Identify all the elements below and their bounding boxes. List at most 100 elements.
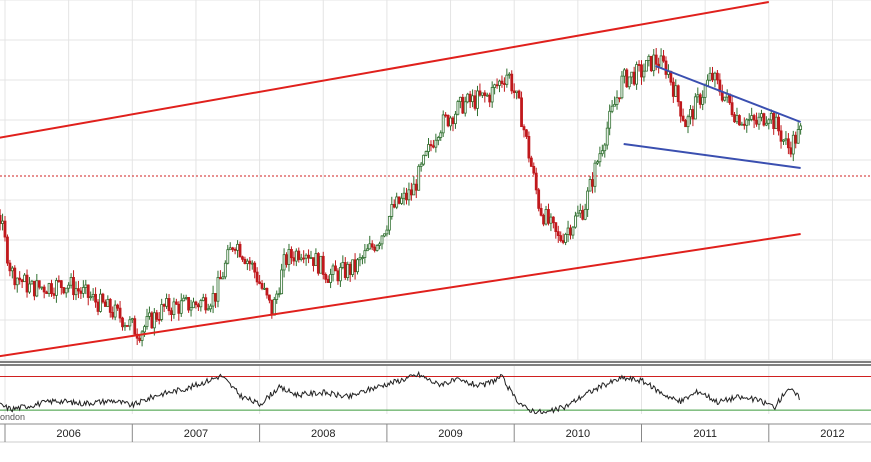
- candle-body: [390, 204, 394, 217]
- candle-body: [507, 73, 511, 76]
- candle-body: [414, 183, 418, 191]
- candle-body: [432, 145, 435, 148]
- candle-body: [480, 92, 484, 96]
- candle-body: [138, 337, 142, 341]
- candle-body: [243, 258, 247, 264]
- candle-body: [287, 249, 291, 265]
- candle-body: [429, 144, 433, 147]
- candle-body: [118, 307, 122, 319]
- candle-body: [174, 301, 178, 305]
- candle-body: [713, 72, 717, 81]
- candle-body: [199, 300, 203, 308]
- candle-body: [113, 304, 117, 318]
- candle-body: [689, 109, 692, 118]
- candle-body: [559, 235, 563, 241]
- candle-body: [495, 84, 499, 87]
- candle-body: [326, 278, 330, 283]
- candle-body: [730, 102, 734, 116]
- candle-body: [209, 305, 213, 310]
- candle-body: [674, 85, 678, 97]
- candle-body: [397, 196, 401, 204]
- candle-body: [329, 274, 332, 283]
- candle-body: [25, 274, 29, 293]
- candle-body: [20, 279, 24, 283]
- candle-body: [67, 284, 71, 289]
- x-tick-label: 2010: [566, 428, 590, 440]
- candle-body: [439, 132, 443, 138]
- candle-body: [167, 298, 171, 312]
- candle-body: [0, 215, 2, 224]
- candle-body: [3, 220, 7, 238]
- candle-body: [253, 262, 257, 273]
- candle-body: [204, 297, 208, 311]
- candle-body: [275, 293, 279, 300]
- x-tick-label: 2007: [184, 428, 208, 440]
- candle-body: [385, 229, 389, 235]
- candle-body: [99, 293, 102, 312]
- candle-body: [226, 249, 230, 264]
- candle-body: [745, 119, 749, 126]
- candle-body: [772, 112, 776, 129]
- candle-body: [228, 247, 232, 251]
- candle-body: [789, 147, 793, 155]
- candle-body: [571, 226, 575, 236]
- candle-body: [422, 154, 426, 165]
- candle-body: [742, 123, 746, 126]
- candle-body: [510, 73, 514, 92]
- candle-body: [8, 262, 12, 272]
- candle-body: [160, 304, 164, 320]
- candle-body: [250, 262, 254, 265]
- candle-body: [458, 96, 462, 102]
- candle-body: [86, 284, 90, 298]
- candle-body: [316, 253, 320, 274]
- candle-body: [133, 318, 137, 335]
- candle-body: [130, 318, 134, 321]
- candle-body: [341, 262, 345, 268]
- candle-body: [290, 249, 293, 259]
- candle-body: [782, 139, 785, 142]
- candle-body: [211, 293, 215, 307]
- candle-body: [182, 297, 186, 302]
- candle-body: [267, 294, 271, 301]
- candle-body: [444, 114, 448, 117]
- candle-body: [419, 163, 423, 167]
- channel-upper-trendline: [0, 1, 769, 139]
- candle-body: [760, 113, 763, 118]
- candle-body: [108, 299, 112, 313]
- candle-body: [241, 256, 244, 260]
- candle-body: [84, 284, 88, 288]
- candle-body: [231, 247, 235, 250]
- candle-body: [282, 254, 286, 271]
- candle-body: [96, 301, 100, 312]
- candle-body: [170, 310, 173, 315]
- candle-body: [436, 137, 440, 141]
- candle-body: [527, 136, 531, 159]
- candle-body: [294, 250, 298, 262]
- candle-body: [750, 115, 754, 120]
- candle-body: [258, 281, 262, 284]
- candle-body: [351, 259, 355, 275]
- candle-body: [94, 293, 97, 303]
- candle-body: [187, 297, 191, 311]
- candle-body: [644, 59, 648, 72]
- trendline-layer: [0, 1, 871, 358]
- candle-body: [605, 127, 609, 146]
- candle-body: [260, 283, 264, 289]
- candle-body: [123, 325, 127, 328]
- candle-body: [424, 151, 428, 156]
- candle-body: [671, 81, 675, 97]
- candle-body: [684, 120, 687, 128]
- candle-body: [307, 254, 310, 259]
- candle-body: [613, 104, 616, 107]
- candle-body: [488, 94, 492, 103]
- candle-body: [767, 119, 771, 124]
- candle-body: [304, 254, 308, 259]
- candle-body: [189, 307, 193, 311]
- candle-body: [534, 172, 538, 191]
- candle-body: [35, 280, 39, 297]
- candle-body: [542, 214, 545, 225]
- candle-body: [1, 220, 4, 224]
- candle-body: [157, 319, 161, 321]
- candle-body: [549, 216, 553, 224]
- candle-body: [769, 112, 773, 121]
